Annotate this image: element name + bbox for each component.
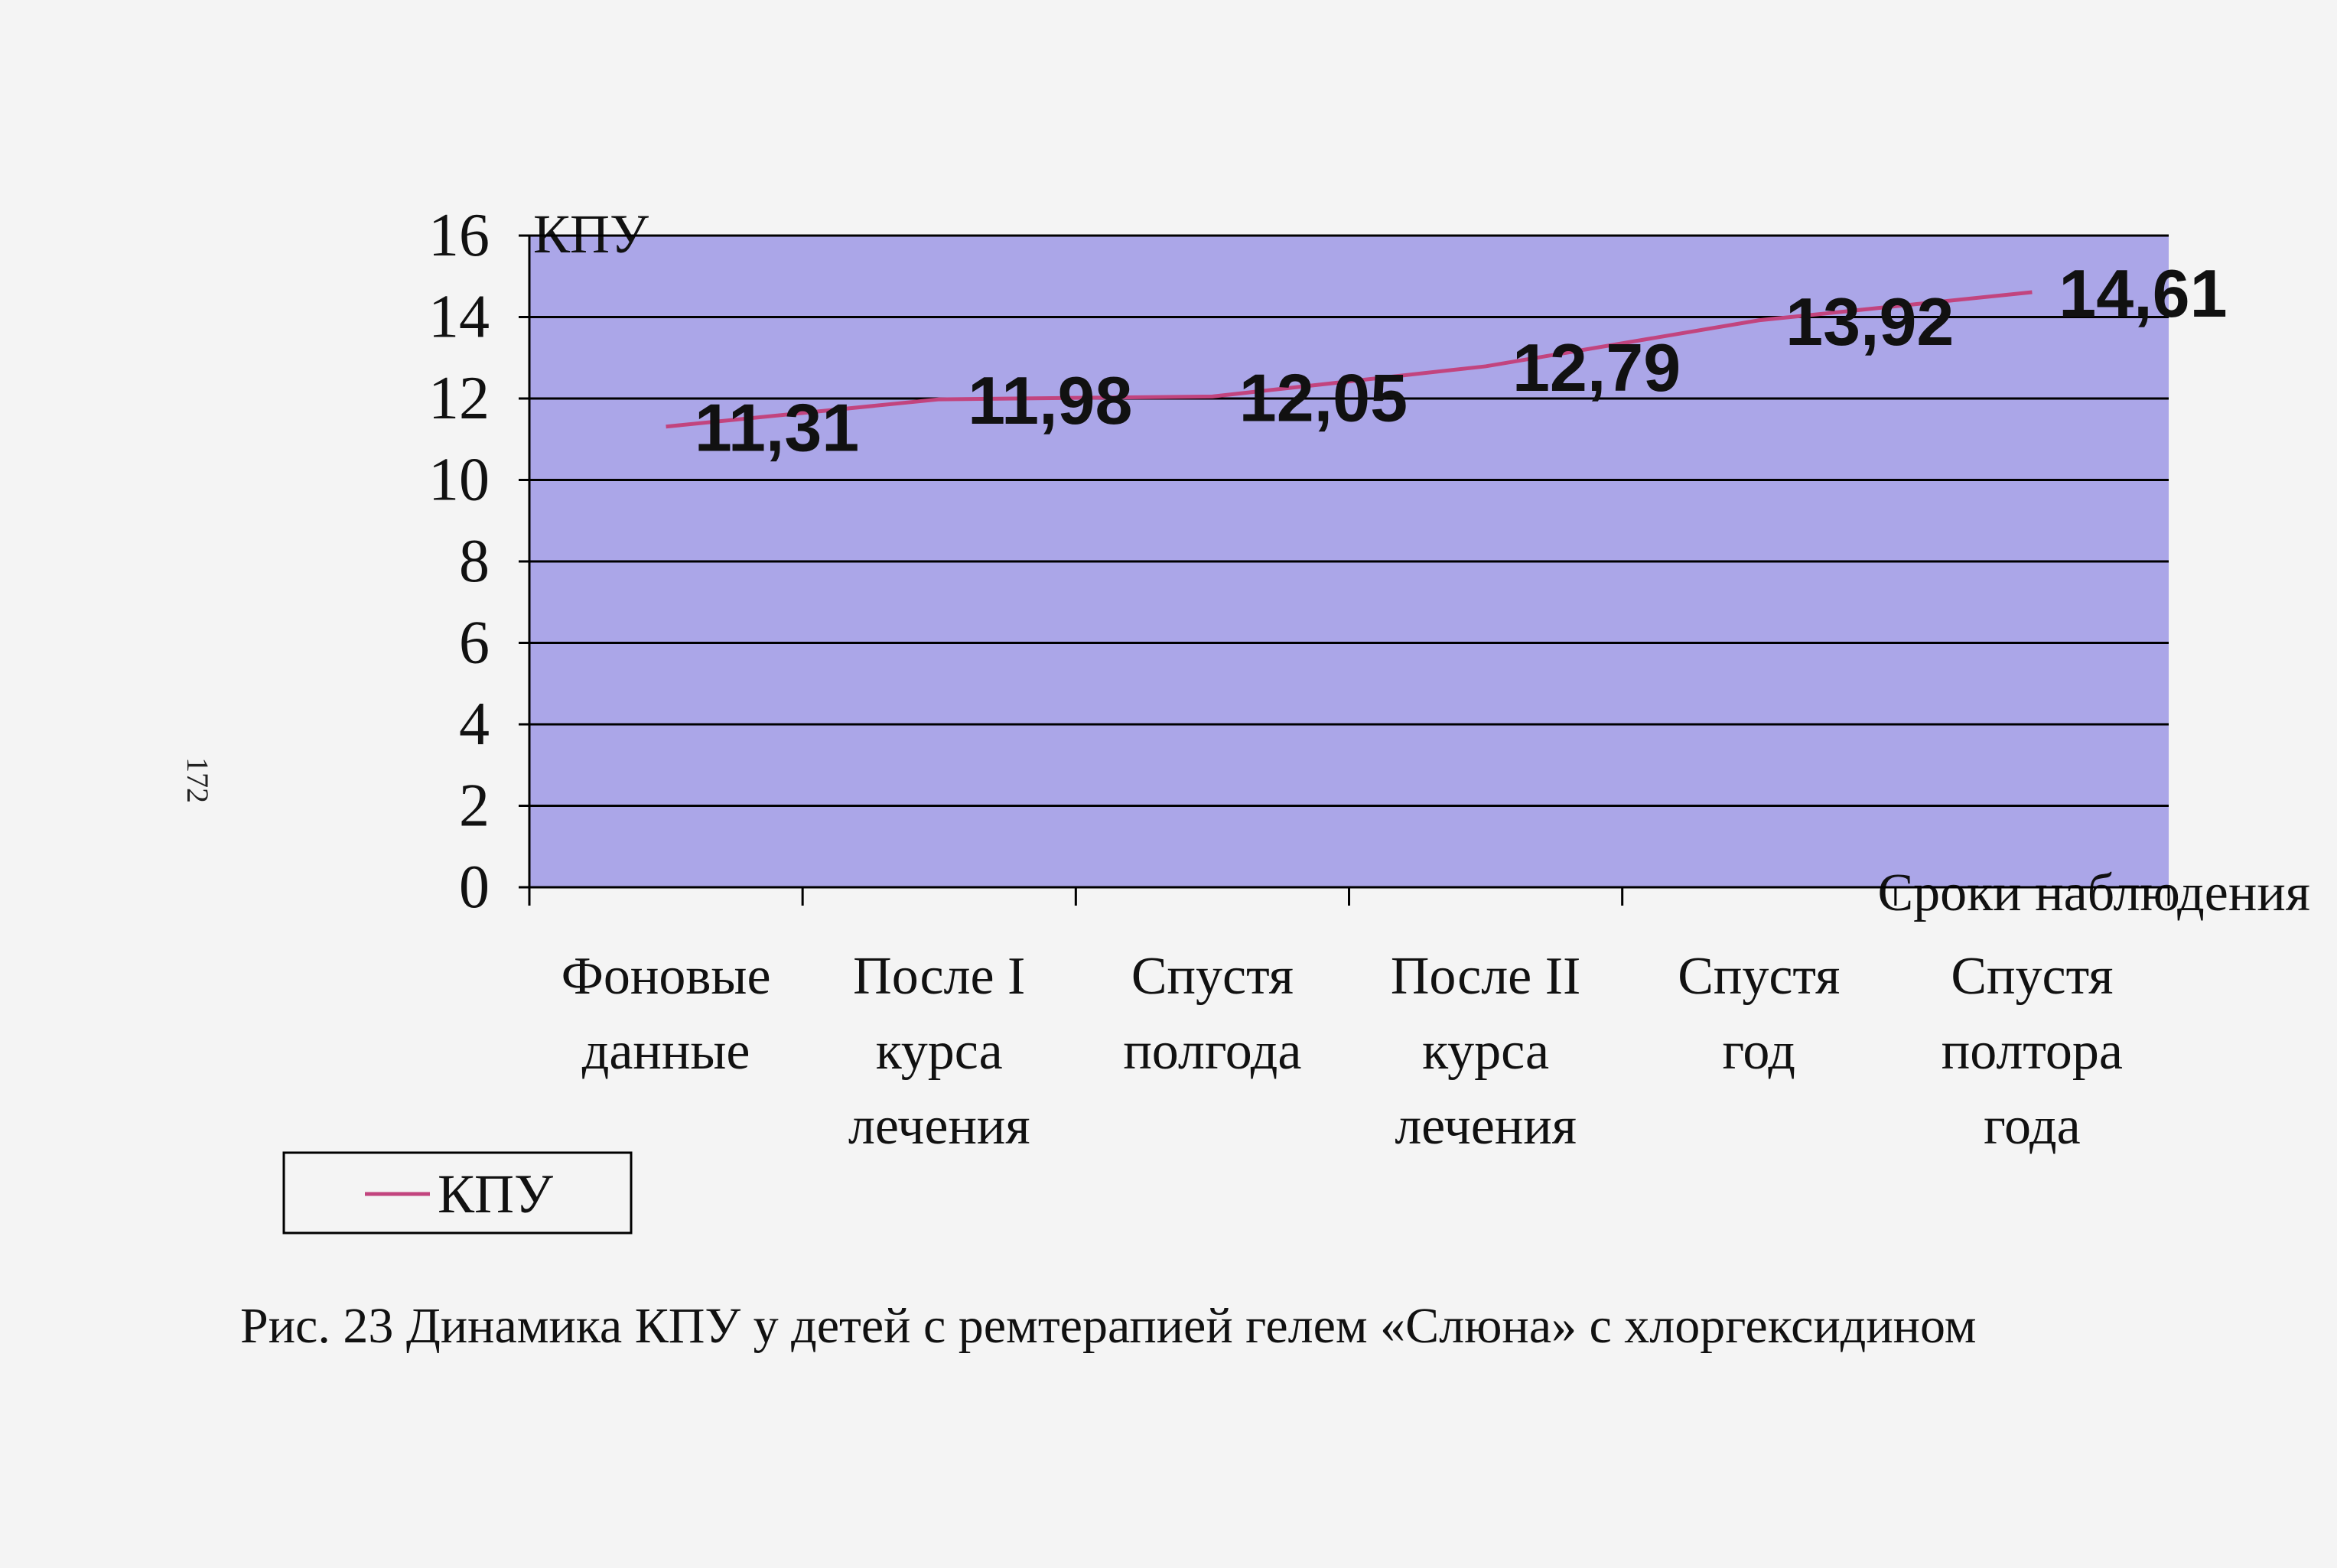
y-axis-label: КПУ bbox=[533, 203, 649, 265]
y-tick-label: 8 bbox=[459, 528, 490, 595]
data-line bbox=[666, 290, 2033, 429]
y-tick-label: 0 bbox=[459, 854, 490, 921]
x-tick-label: Спустя полтора года bbox=[1941, 947, 2124, 1156]
data-label: 12,79 bbox=[1512, 330, 1681, 405]
data-label: 14,61 bbox=[2059, 255, 2227, 331]
y-tick-label: 14 bbox=[428, 284, 490, 351]
y-tick-label: 6 bbox=[459, 610, 490, 677]
data-label: 11,31 bbox=[695, 390, 859, 466]
x-tick-label: Фоновые данные bbox=[561, 947, 771, 1081]
page-number: 172 bbox=[181, 757, 215, 803]
caption: Рис. 23 Динамика КПУ у детей с ремтерапи… bbox=[240, 1298, 1977, 1354]
data-label: 12,05 bbox=[1239, 359, 1408, 435]
y-tick-label: 4 bbox=[459, 691, 490, 758]
y-tick-label: 10 bbox=[428, 447, 490, 514]
legend-box bbox=[282, 1151, 633, 1235]
legend-label: КПУ bbox=[438, 1163, 553, 1225]
y-tick-label: 12 bbox=[428, 365, 490, 432]
data-label: 13,92 bbox=[1785, 284, 1954, 359]
y-tick-label: 2 bbox=[459, 773, 490, 840]
y-tick-label: 16 bbox=[428, 202, 490, 269]
data-label: 11,98 bbox=[968, 363, 1132, 438]
x-tick-label: Спустя год bbox=[1678, 947, 1841, 1081]
x-tick-label: После II курса лечения bbox=[1390, 947, 1581, 1156]
x-tick-label: После I курса лечения bbox=[848, 947, 1030, 1156]
x-axis-label: Сроки наблюдения bbox=[1877, 864, 2310, 922]
legend: КПУ bbox=[282, 1151, 633, 1235]
x-tick-label: Спустя полгода bbox=[1123, 947, 1302, 1081]
